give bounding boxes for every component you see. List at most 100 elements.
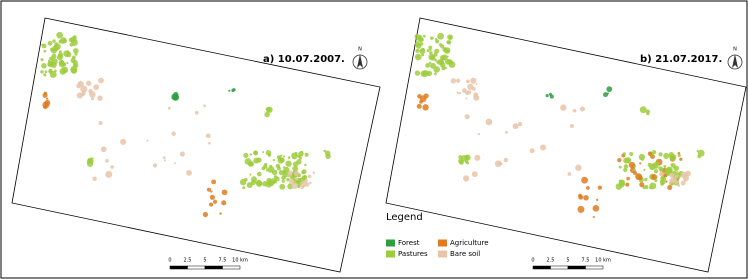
legend-swatch <box>386 251 395 258</box>
land-patch <box>419 48 425 54</box>
land-patch <box>663 153 669 159</box>
north-label: N <box>358 47 362 53</box>
land-patch <box>294 152 297 155</box>
land-patch <box>504 158 508 162</box>
land-patch <box>420 71 426 77</box>
land-patch <box>262 167 265 170</box>
land-patch <box>279 170 284 175</box>
land-patch <box>427 49 430 52</box>
land-patch <box>619 166 622 169</box>
land-patch <box>296 178 298 180</box>
land-patch <box>478 133 480 135</box>
scale-segment <box>551 266 569 269</box>
land-patch <box>472 171 478 177</box>
land-patch <box>467 90 471 94</box>
land-patch <box>623 152 626 155</box>
land-patch <box>292 166 298 172</box>
land-patch <box>654 169 658 173</box>
land-patch <box>262 151 264 153</box>
land-patch <box>442 66 446 70</box>
land-patch <box>644 185 648 189</box>
land-patch <box>61 67 68 74</box>
land-patch <box>417 56 419 58</box>
land-patch <box>97 95 102 100</box>
land-patch <box>48 59 51 62</box>
land-patch <box>436 61 439 64</box>
land-patch <box>578 194 582 198</box>
land-patch <box>669 154 676 161</box>
land-patch <box>620 180 625 185</box>
land-patch <box>465 114 470 119</box>
land-patch <box>110 165 114 169</box>
land-patch <box>550 95 554 99</box>
land-patch <box>457 92 459 94</box>
scale-segment <box>568 266 586 269</box>
land-patch <box>429 62 431 64</box>
scale-segment <box>170 266 188 269</box>
land-patch <box>669 173 674 178</box>
land-patch <box>445 59 451 65</box>
land-patch <box>625 183 629 187</box>
land-patch <box>697 155 701 159</box>
land-patch <box>663 165 666 168</box>
land-patch <box>219 212 221 214</box>
land-patch <box>203 104 206 107</box>
land-patch <box>308 175 312 179</box>
legend-swatch <box>386 240 395 247</box>
land-patch <box>101 146 107 152</box>
land-patch <box>570 124 574 128</box>
land-patch <box>675 182 677 184</box>
scale-segment <box>205 266 223 269</box>
land-patch <box>641 158 644 161</box>
land-patch <box>98 78 104 84</box>
land-patch <box>644 178 647 181</box>
land-patch <box>213 200 217 204</box>
scale-label: 2.5 <box>547 258 555 264</box>
land-patch <box>298 151 303 156</box>
land-patch <box>323 150 326 153</box>
land-patch <box>643 169 645 171</box>
land-patch <box>301 171 305 175</box>
land-patch <box>505 131 508 134</box>
land-patch <box>174 162 176 164</box>
land-patch <box>447 40 451 44</box>
land-patch <box>120 139 126 145</box>
land-patch <box>474 155 480 161</box>
land-patch <box>513 123 519 129</box>
land-patch <box>415 49 419 53</box>
land-patch <box>518 122 522 126</box>
legend-label: Agriculture <box>450 239 489 247</box>
land-patch <box>577 206 584 213</box>
land-patch <box>681 181 686 186</box>
land-patch <box>74 64 78 68</box>
land-patch <box>437 33 444 40</box>
land-patch <box>449 36 452 39</box>
land-patch <box>206 133 211 138</box>
land-patch <box>281 175 286 180</box>
land-patch <box>659 172 664 177</box>
land-patch <box>673 166 679 172</box>
legend-label: Pastures <box>398 250 428 258</box>
land-patch <box>648 152 652 156</box>
land-patch <box>486 119 493 126</box>
land-patch <box>93 84 99 90</box>
land-patch <box>476 83 478 85</box>
land-patch <box>86 81 91 86</box>
scale-label: 2.5 <box>184 258 192 264</box>
land-patch <box>473 92 478 97</box>
land-patch <box>293 157 295 159</box>
land-patch <box>71 39 78 46</box>
scale-label: 0 <box>531 258 534 264</box>
land-patch <box>45 70 48 73</box>
north-label: N <box>733 47 737 53</box>
scale-segment <box>533 266 551 269</box>
land-patch <box>456 79 460 83</box>
land-patch <box>598 186 602 190</box>
land-patch <box>288 156 291 159</box>
land-patch <box>210 195 215 200</box>
legend-swatch <box>438 251 447 258</box>
land-patch <box>52 39 55 42</box>
land-patch <box>560 104 566 110</box>
land-patch <box>66 62 68 64</box>
land-patch <box>91 97 94 100</box>
